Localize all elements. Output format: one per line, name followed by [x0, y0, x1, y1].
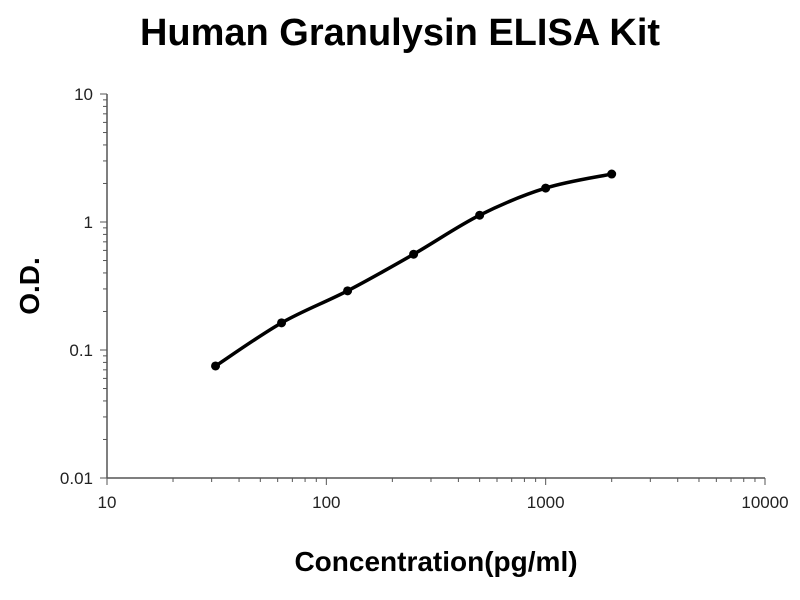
y-tick-label: 1 [84, 213, 93, 232]
x-tick-label: 1000 [527, 493, 565, 512]
y-tick-label: 0.01 [60, 469, 93, 488]
data-point [475, 210, 485, 220]
y-tick-label: 0.1 [69, 341, 93, 360]
data-point [409, 249, 419, 259]
data-point [277, 318, 287, 328]
y-tick-label: 10 [74, 85, 93, 104]
data-point [541, 183, 551, 193]
data-point [607, 169, 617, 179]
data-point [211, 361, 221, 371]
data-point [343, 286, 353, 296]
fit-curve [214, 172, 613, 368]
x-tick-label: 100 [312, 493, 340, 512]
x-axis-label: Concentration(pg/ml) [294, 546, 578, 577]
x-tick-label: 10 [98, 493, 117, 512]
chart-title: Human Granulysin ELISA Kit [139, 12, 661, 54]
x-tick-label: 10000 [741, 493, 788, 512]
